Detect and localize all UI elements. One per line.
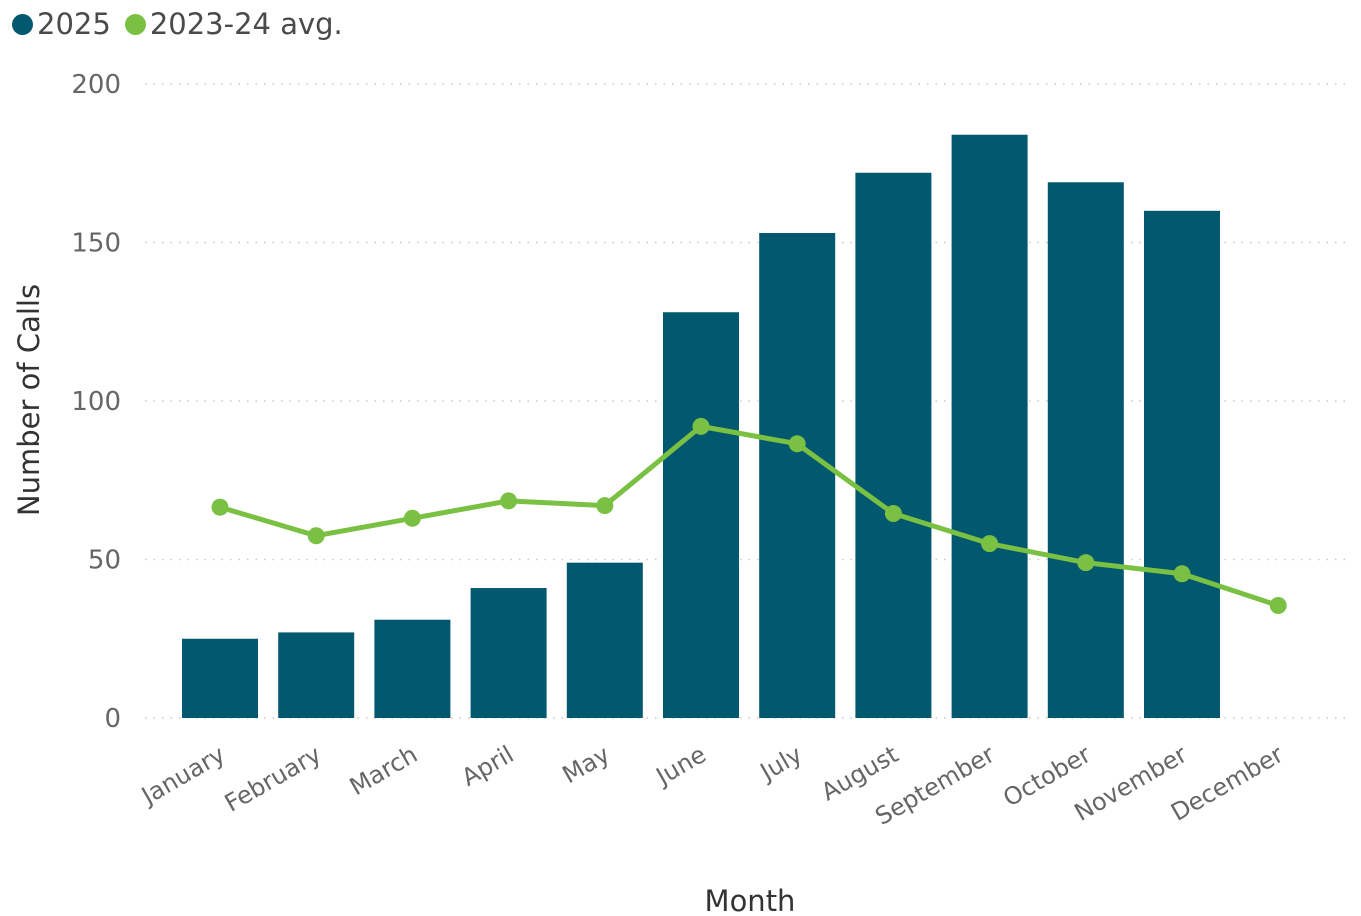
- x-tick-label: March: [345, 740, 422, 801]
- legend: 2025 2023-24 avg.: [12, 4, 343, 44]
- line-point[interactable]: [1173, 565, 1191, 583]
- legend-item-avg[interactable]: 2023-24 avg.: [124, 6, 343, 41]
- line-point[interactable]: [307, 527, 325, 545]
- line-point[interactable]: [403, 509, 421, 527]
- x-axis-title: Month: [705, 884, 796, 916]
- legend-label-avg: 2023-24 avg.: [149, 6, 343, 41]
- bar[interactable]: [566, 562, 643, 718]
- x-tick-label: June: [650, 740, 711, 791]
- legend-item-2025[interactable]: 2025: [12, 6, 111, 41]
- line-point[interactable]: [1269, 596, 1287, 614]
- y-tick-label: 150: [71, 229, 121, 259]
- line-point[interactable]: [981, 535, 999, 553]
- line-path: [219, 423, 1279, 608]
- bar[interactable]: [759, 232, 836, 719]
- legend-label-2025: 2025: [37, 6, 111, 41]
- bar[interactable]: [855, 172, 932, 718]
- line-series-avg: [211, 417, 1287, 614]
- legend-marker-avg: [124, 13, 146, 35]
- bar[interactable]: [1047, 182, 1124, 718]
- bar-series-2025: [182, 134, 1220, 719]
- x-tick-label: July: [754, 740, 807, 787]
- legend-marker-2025: [12, 13, 33, 35]
- bar[interactable]: [374, 619, 451, 718]
- y-tick-label: 50: [88, 546, 121, 576]
- bar[interactable]: [278, 632, 355, 718]
- x-tick-label: January: [135, 740, 230, 811]
- bar[interactable]: [182, 638, 258, 718]
- line-point[interactable]: [500, 492, 518, 510]
- x-tick-label: May: [558, 740, 615, 789]
- line-point[interactable]: [1077, 554, 1095, 572]
- line-point[interactable]: [596, 497, 614, 515]
- bar[interactable]: [470, 588, 547, 718]
- y-tick-label: 200: [71, 70, 121, 100]
- x-tick-label: April: [457, 740, 519, 792]
- line-point[interactable]: [211, 498, 229, 516]
- y-tick-label: 0: [104, 704, 121, 734]
- line-point[interactable]: [884, 505, 902, 523]
- x-tick-label: February: [220, 740, 326, 817]
- bar[interactable]: [951, 134, 1028, 719]
- line-point[interactable]: [692, 417, 710, 435]
- line-point[interactable]: [788, 435, 806, 453]
- bar[interactable]: [1144, 210, 1220, 719]
- y-axis-ticks: 0 50 100 150 200: [71, 70, 121, 734]
- bar[interactable]: [663, 312, 739, 718]
- y-axis-title: Number of Calls: [12, 284, 46, 516]
- y-tick-label: 100: [71, 387, 121, 417]
